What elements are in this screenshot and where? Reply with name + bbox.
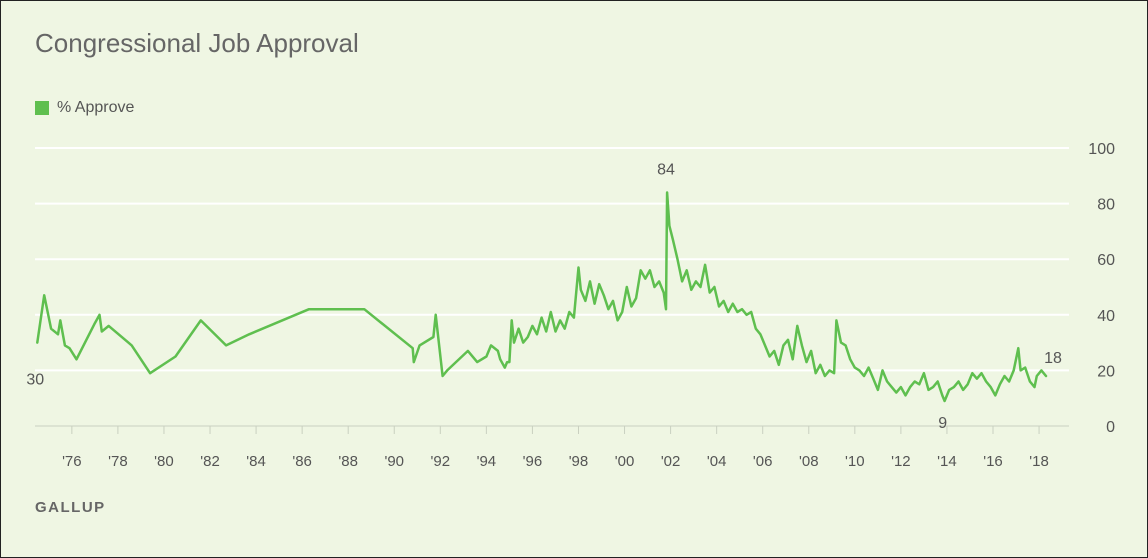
x-tick-label: '06 <box>753 453 773 470</box>
data-label-18: 18 <box>1044 350 1062 367</box>
x-tick-label: '14 <box>937 453 957 470</box>
series-layer <box>36 191 1048 403</box>
x-tick-label: '90 <box>384 453 404 470</box>
y-tick-label: 80 <box>1097 197 1115 214</box>
x-tick-label: '92 <box>431 453 451 470</box>
x-tick-label: '86 <box>292 453 312 470</box>
x-tick-label: '16 <box>983 453 1003 470</box>
y-tick-label: 0 <box>1106 419 1115 436</box>
x-tick-label: '08 <box>799 453 819 470</box>
data-label-30: 30 <box>26 372 44 389</box>
x-tick-label: '02 <box>661 453 681 470</box>
y-tick-label: 60 <box>1097 252 1115 269</box>
y-tick-label: 100 <box>1088 141 1115 158</box>
legend-swatch <box>35 101 49 115</box>
x-tick-label: '76 <box>62 453 82 470</box>
x-tick-label: '94 <box>477 453 497 470</box>
axis-layer: 0 20 40 60 80 100 '76 '78 '80 '82 '84 '86 '88 '90 '92 '… <box>62 141 1115 470</box>
x-tick-label: '12 <box>891 453 911 470</box>
x-tick-label: '84 <box>246 453 266 470</box>
x-tick-label: '82 <box>200 453 220 470</box>
x-tick-label: '88 <box>338 453 358 470</box>
annotation-layer: 30 84 9 18 <box>26 161 1062 432</box>
x-tick-label: '98 <box>569 453 589 470</box>
y-tick-label: 20 <box>1097 363 1115 380</box>
y-tick-label: 40 <box>1097 308 1115 325</box>
x-tick-label: '04 <box>707 453 727 470</box>
source-footer: GALLUP <box>35 499 106 516</box>
chart-title: Congressional Job Approval <box>35 28 359 58</box>
x-tick-label: '10 <box>845 453 865 470</box>
x-tick-label: '18 <box>1029 453 1049 470</box>
x-tick-label: '78 <box>108 453 128 470</box>
legend-label: % Approve <box>57 99 135 116</box>
data-label-9: 9 <box>938 415 947 432</box>
data-label-84: 84 <box>657 161 675 178</box>
x-tick-label: '96 <box>523 453 543 470</box>
series-line-approve <box>36 191 1048 403</box>
x-tick-label: '00 <box>615 453 635 470</box>
legend: % Approve <box>35 99 134 117</box>
x-tick-label: '80 <box>154 453 174 470</box>
